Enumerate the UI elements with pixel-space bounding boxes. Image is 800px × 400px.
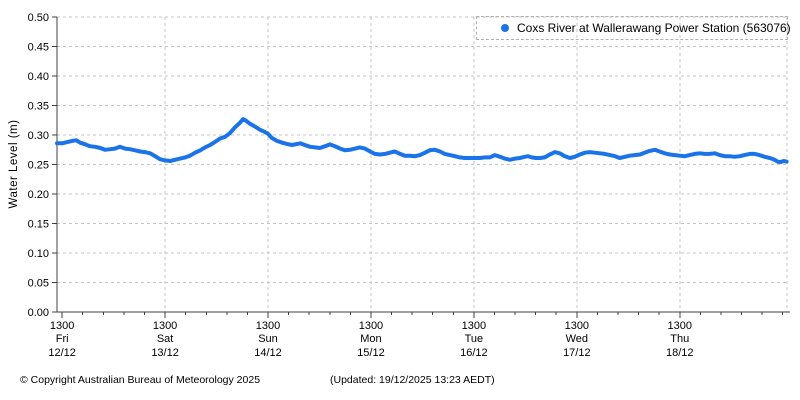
x-tick-time-label: 1300	[153, 320, 177, 332]
y-tick-label: 0.50	[28, 12, 49, 24]
legend-label: Coxs River at Wallerawang Power Station …	[517, 21, 791, 35]
x-tick-time-label: 1300	[668, 320, 692, 332]
x-tick-day-label: Thu	[670, 333, 689, 345]
series-line	[55, 117, 789, 165]
x-tick-day-label: Sun	[258, 333, 278, 345]
x-tick-time-label: 1300	[462, 320, 486, 332]
x-tick-day-label: Wed	[566, 333, 588, 345]
y-tick-label: 0.00	[28, 307, 49, 319]
copyright-text: © Copyright Australian Bureau of Meteoro…	[20, 374, 261, 386]
x-tick-day-label: Sat	[157, 333, 174, 345]
y-tick-label: 0.10	[28, 248, 49, 260]
y-tick-label: 0.35	[28, 101, 49, 113]
x-tick-day-label: Fri	[56, 333, 69, 345]
x-tick-time-label: 1300	[565, 320, 589, 332]
y-tick-label: 0.20	[28, 189, 49, 201]
x-tick-date-label: 13/12	[151, 347, 179, 359]
y-tick-label: 0.30	[28, 130, 49, 142]
y-tick-label: 0.40	[28, 71, 49, 83]
legend: Coxs River at Wallerawang Power Station …	[476, 16, 791, 40]
x-tick-date-label: 18/12	[666, 347, 694, 359]
x-tick-day-label: Tue	[465, 333, 484, 345]
x-tick-date-label: 15/12	[357, 347, 385, 359]
x-tick-time-label: 1300	[50, 320, 74, 332]
y-tick-label: 0.05	[28, 278, 49, 290]
y-tick-label: 0.45	[28, 42, 49, 54]
legend-marker-icon	[501, 24, 509, 32]
x-tick-time-label: 1300	[359, 320, 383, 332]
x-tick-time-label: 1300	[256, 320, 280, 332]
x-tick-day-label: Mon	[360, 333, 381, 345]
y-axis-title: Water Level (m)	[8, 119, 20, 209]
x-tick-date-label: 17/12	[563, 347, 591, 359]
x-tick-date-label: 16/12	[460, 347, 488, 359]
y-tick-label: 0.15	[28, 219, 49, 231]
y-tick-label: 0.25	[28, 160, 49, 172]
x-tick-date-label: 14/12	[254, 347, 282, 359]
updated-text: (Updated: 19/12/2025 13:23 AEDT)	[330, 374, 495, 386]
x-tick-date-label: 12/12	[48, 347, 76, 359]
